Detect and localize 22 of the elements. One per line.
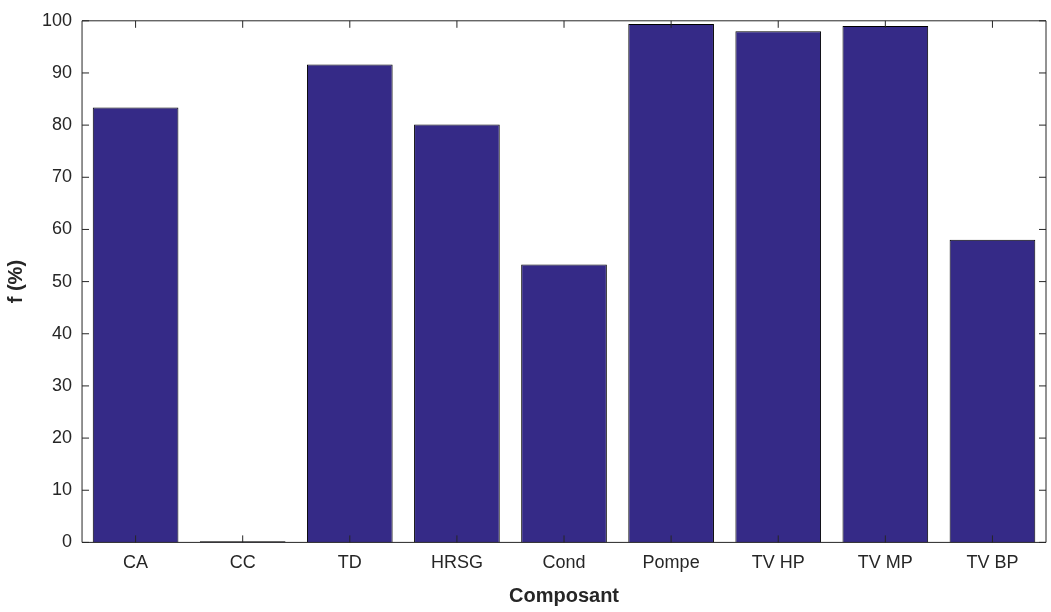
x-axis-title: Composant (509, 583, 620, 606)
y-tick-label: 20 (52, 427, 73, 448)
y-tick-label: 10 (52, 479, 73, 500)
y-tick-label: 60 (52, 218, 73, 239)
x-tick-label: TV BP (966, 552, 1019, 573)
x-tick-label: CC (229, 552, 256, 573)
x-tick-label: Pompe (642, 552, 700, 573)
y-tick-label: 0 (62, 531, 73, 552)
x-tick-label: HRSG (430, 552, 483, 573)
x-tick-label: TV MP (857, 552, 913, 573)
y-axis-title: f (%) (3, 259, 26, 304)
x-tick-label: CA (123, 552, 149, 573)
x-tick-label: TV HP (751, 552, 805, 573)
y-tick-label: 90 (52, 61, 73, 82)
y-tick-label: 100 (41, 9, 73, 30)
x-tick-label: TD (337, 552, 362, 573)
y-tick-label: 50 (52, 270, 73, 291)
y-tick-label: 40 (52, 322, 73, 343)
y-tick-label: 80 (52, 114, 73, 135)
y-tick-label: 70 (52, 166, 73, 187)
x-tick-label: Cond (542, 552, 586, 573)
y-tick-label: 30 (52, 374, 73, 395)
